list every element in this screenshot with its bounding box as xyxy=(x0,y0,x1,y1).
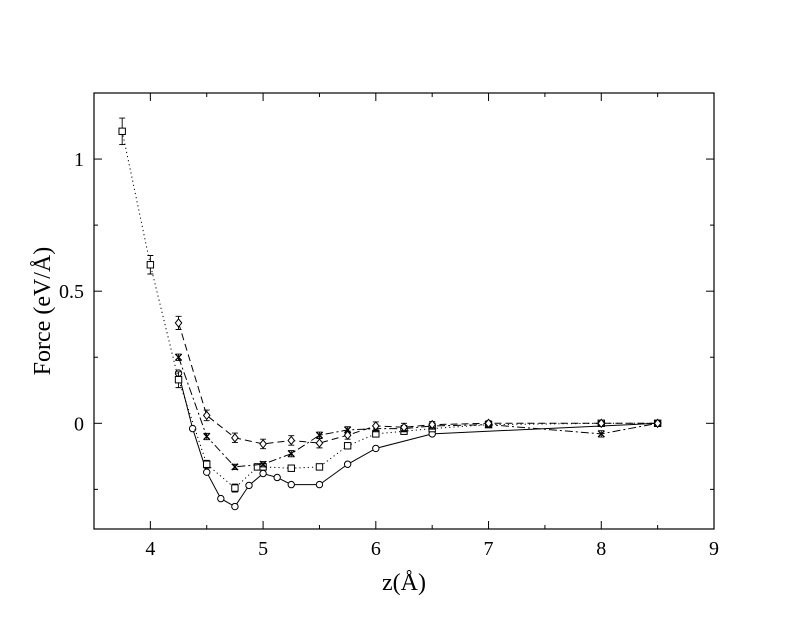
x-tick-label: 6 xyxy=(371,538,381,560)
series-circle xyxy=(174,369,662,511)
y-tick-label: 0.5 xyxy=(59,281,84,303)
ticks-layer: 4 5 6 7 8 9 0 0.5 1 xyxy=(59,92,719,560)
diamond-marker xyxy=(400,422,408,433)
x-tick-label: 5 xyxy=(258,538,268,560)
diamond-marker xyxy=(259,439,267,449)
x-tick-label: 8 xyxy=(596,538,606,560)
diamond-marker xyxy=(174,318,183,328)
x-marker xyxy=(259,460,267,468)
plot-frame xyxy=(93,92,715,530)
square-marker xyxy=(174,376,183,384)
x-marker xyxy=(231,463,239,471)
circle-marker xyxy=(372,444,380,453)
x-marker xyxy=(597,430,605,438)
diamond-marker xyxy=(597,418,606,429)
diamond-marker xyxy=(371,421,380,431)
y-tick-label: 1 xyxy=(74,149,84,171)
circle-marker xyxy=(287,480,295,489)
circle-marker xyxy=(203,468,211,476)
y-axis-title: Force (eV/Å) xyxy=(30,247,56,376)
x-tick-label: 9 xyxy=(709,538,719,560)
series-line-dotted xyxy=(121,131,658,489)
x-marker xyxy=(203,432,211,441)
series-diamond xyxy=(174,315,662,450)
diamond-marker xyxy=(653,418,662,429)
square-marker xyxy=(118,127,126,136)
x-marker xyxy=(174,353,183,361)
series-line-dash-dot xyxy=(178,357,658,468)
circle-marker xyxy=(245,481,253,490)
series-line-dashed xyxy=(178,322,658,445)
diamond-marker xyxy=(315,438,324,448)
square-marker xyxy=(287,464,295,472)
diamond-marker xyxy=(231,433,239,443)
square-marker xyxy=(315,463,324,471)
diamond-marker xyxy=(484,418,493,429)
square-marker xyxy=(203,460,211,468)
circle-marker xyxy=(217,494,225,503)
x-axis-title: z(Å) xyxy=(382,570,426,596)
series-x xyxy=(174,353,662,471)
square-marker xyxy=(146,261,155,269)
diamond-marker xyxy=(428,419,437,430)
circle-marker xyxy=(188,424,197,433)
series-line-solid xyxy=(178,372,658,508)
diamond-marker xyxy=(202,410,211,421)
series-layer xyxy=(118,117,662,511)
x-tick-label: 7 xyxy=(484,538,494,560)
x-tick-label: 4 xyxy=(145,538,155,560)
series-square xyxy=(118,117,662,493)
y-tick-label: 0 xyxy=(74,413,84,435)
circle-marker xyxy=(315,480,324,489)
diamond-marker xyxy=(343,430,352,440)
circle-marker xyxy=(273,473,281,482)
square-marker xyxy=(343,442,352,450)
x-marker xyxy=(343,426,352,434)
circle-marker xyxy=(231,502,239,511)
square-marker xyxy=(231,484,239,492)
circle-marker xyxy=(343,460,352,468)
x-marker xyxy=(315,431,324,439)
diamond-marker xyxy=(287,435,296,446)
x-marker xyxy=(287,450,295,458)
circle-marker xyxy=(259,469,267,478)
